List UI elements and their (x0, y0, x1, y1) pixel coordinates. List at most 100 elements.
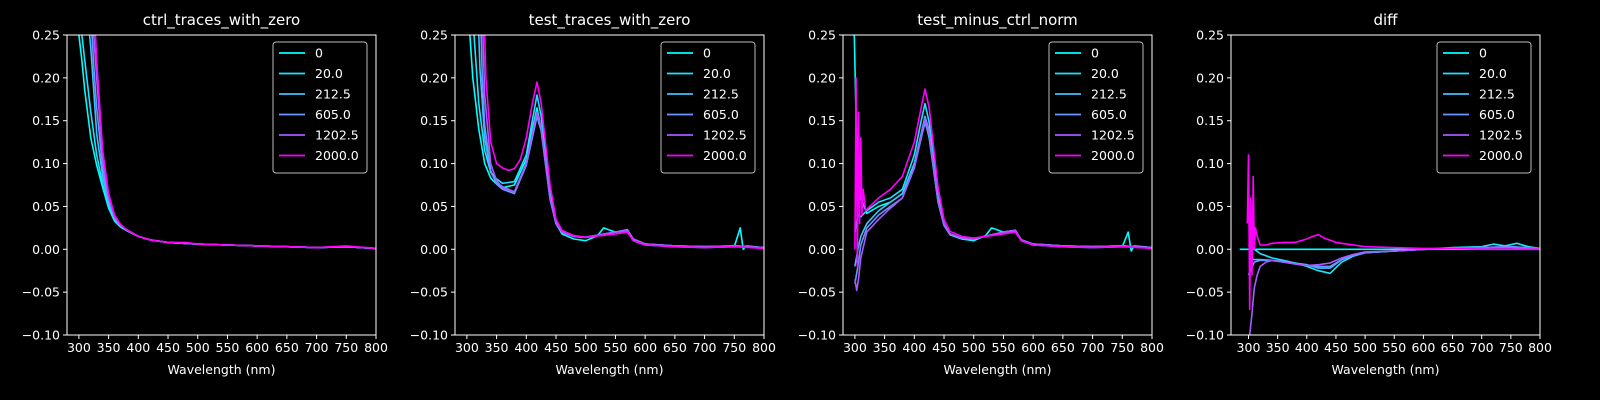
legend-label: 2000.0 (315, 148, 359, 163)
y-tick-label: 0.00 (32, 242, 60, 257)
x-tick-label: 500 (1353, 340, 1377, 355)
x-tick-label: 600 (1411, 340, 1435, 355)
y-tick-label: 0.10 (1196, 156, 1224, 171)
x-tick-label: 750 (334, 340, 358, 355)
legend-label: 1202.5 (1091, 128, 1135, 143)
x-tick-label: 300 (1237, 340, 1261, 355)
x-tick-label: 800 (1140, 340, 1164, 355)
legend-label: 2000.0 (703, 148, 747, 163)
axes-frame (1230, 34, 1541, 336)
y-tick-label: −0.10 (1186, 328, 1224, 343)
y-tick-label: 0.20 (420, 70, 448, 85)
y-tick-label: 0.10 (808, 156, 836, 171)
chart-title: diff (1373, 11, 1398, 29)
x-tick-label: 750 (722, 340, 746, 355)
x-tick-label: 350 (1266, 340, 1290, 355)
legend-label: 20.0 (315, 66, 343, 81)
x-tick-label: 800 (364, 340, 388, 355)
y-tick-label: 0.15 (420, 113, 448, 128)
series-line-4 (482, 35, 764, 249)
chart-panel-1: 300 350 400 450 500 550 600 650 700 750 800 −0.10 −0… (22, 11, 388, 377)
x-tick-label: 700 (693, 340, 717, 355)
y-tick-label: 0.05 (808, 199, 836, 214)
y-tick-label: −0.10 (22, 328, 60, 343)
x-tick-label: 450 (1324, 340, 1348, 355)
x-tick-label: 750 (1110, 340, 1134, 355)
x-tick-label: 750 (1499, 340, 1523, 355)
legend-label: 0 (315, 46, 323, 61)
legend: 0 20.0 212.5 605.0 1202.5 2000.0 (272, 41, 368, 174)
x-tick-label: 400 (1295, 340, 1319, 355)
x-tick-label: 650 (275, 340, 299, 355)
chart-panel-2: 300 350 400 450 500 550 600 650 700 750 800 −0.10 −0… (410, 11, 776, 377)
y-tick-label: 0.05 (420, 199, 448, 214)
x-tick-label: 650 (663, 340, 687, 355)
x-tick-label: 450 (932, 340, 956, 355)
x-tick-label: 350 (97, 340, 121, 355)
series-line-5 (483, 35, 764, 250)
x-tick-label: 400 (514, 340, 538, 355)
series-line-5 (94, 35, 376, 250)
legend-label: 605.0 (1091, 107, 1127, 122)
x-tick-label: 800 (752, 340, 776, 355)
y-tick-label: 0.25 (420, 28, 448, 43)
x-tick-label: 650 (1051, 340, 1075, 355)
y-tick-label: 0.25 (32, 28, 60, 43)
y-tick-label: 0.00 (420, 242, 448, 257)
legend-label: 212.5 (1091, 87, 1127, 102)
legend-label: 0 (703, 46, 711, 61)
y-tick-label: −0.10 (798, 328, 836, 343)
x-tick-label: 650 (1441, 340, 1465, 355)
legend-label: 212.5 (703, 87, 739, 102)
chart-title: ctrl_traces_with_zero (143, 11, 300, 30)
x-axis-label: Wavelength (nm) (944, 362, 1052, 377)
y-tick-label: 0.10 (32, 156, 60, 171)
y-tick-label: 0.20 (32, 70, 60, 85)
legend-label: 2000.0 (1479, 148, 1523, 163)
legend-label: 605.0 (1479, 107, 1515, 122)
y-tick-label: 0.15 (1196, 113, 1224, 128)
y-tick-label: 0.05 (1196, 199, 1224, 214)
x-tick-label: 500 (186, 340, 210, 355)
y-tick-label: 0.10 (420, 156, 448, 171)
legend: 0 20.0 212.5 605.0 1202.5 2000.0 (660, 41, 756, 174)
x-tick-label: 500 (962, 340, 986, 355)
y-tick-label: 0.15 (808, 113, 836, 128)
y-tick-label: 0.05 (32, 199, 60, 214)
y-tick-label: −0.10 (410, 328, 448, 343)
legend-label: 20.0 (1479, 66, 1507, 81)
y-tick-label: 0.20 (1196, 70, 1224, 85)
chart-panel-3: 300 350 400 450 500 550 600 650 700 750 800 −0.10 −0… (798, 11, 1164, 377)
x-axis-label: Wavelength (nm) (1332, 362, 1440, 377)
x-tick-label: 400 (902, 340, 926, 355)
axes-frame (842, 34, 1153, 336)
series-group (469, 35, 764, 251)
x-tick-label: 700 (305, 340, 329, 355)
x-tick-label: 500 (574, 340, 598, 355)
legend-label: 212.5 (315, 87, 351, 102)
x-tick-label: 600 (1021, 340, 1045, 355)
chart-panel-4: 300 350 400 450 500 550 600 650 700 750 800 −0.10 −0… (1186, 11, 1552, 377)
legend-label: 0 (1479, 46, 1487, 61)
y-tick-label: −0.05 (22, 285, 60, 300)
x-tick-label: 700 (1081, 340, 1105, 355)
x-tick-label: 300 (843, 340, 867, 355)
legend-label: 2000.0 (1091, 148, 1135, 163)
x-tick-label: 350 (485, 340, 509, 355)
x-tick-label: 550 (1382, 340, 1406, 355)
series-group (78, 35, 376, 250)
y-tick-label: 0.25 (808, 28, 836, 43)
legend-box (1048, 41, 1144, 174)
legend-box (272, 41, 368, 174)
x-tick-label: 450 (544, 340, 568, 355)
y-tick-label: −0.05 (1186, 285, 1224, 300)
y-tick-label: 0.25 (1196, 28, 1224, 43)
axes-frame (66, 34, 377, 336)
x-tick-label: 300 (455, 340, 479, 355)
x-tick-label: 400 (126, 340, 150, 355)
axes-frame (454, 34, 765, 336)
y-tick-label: −0.05 (798, 285, 836, 300)
legend-label: 605.0 (315, 107, 351, 122)
y-tick-label: 0.15 (32, 113, 60, 128)
